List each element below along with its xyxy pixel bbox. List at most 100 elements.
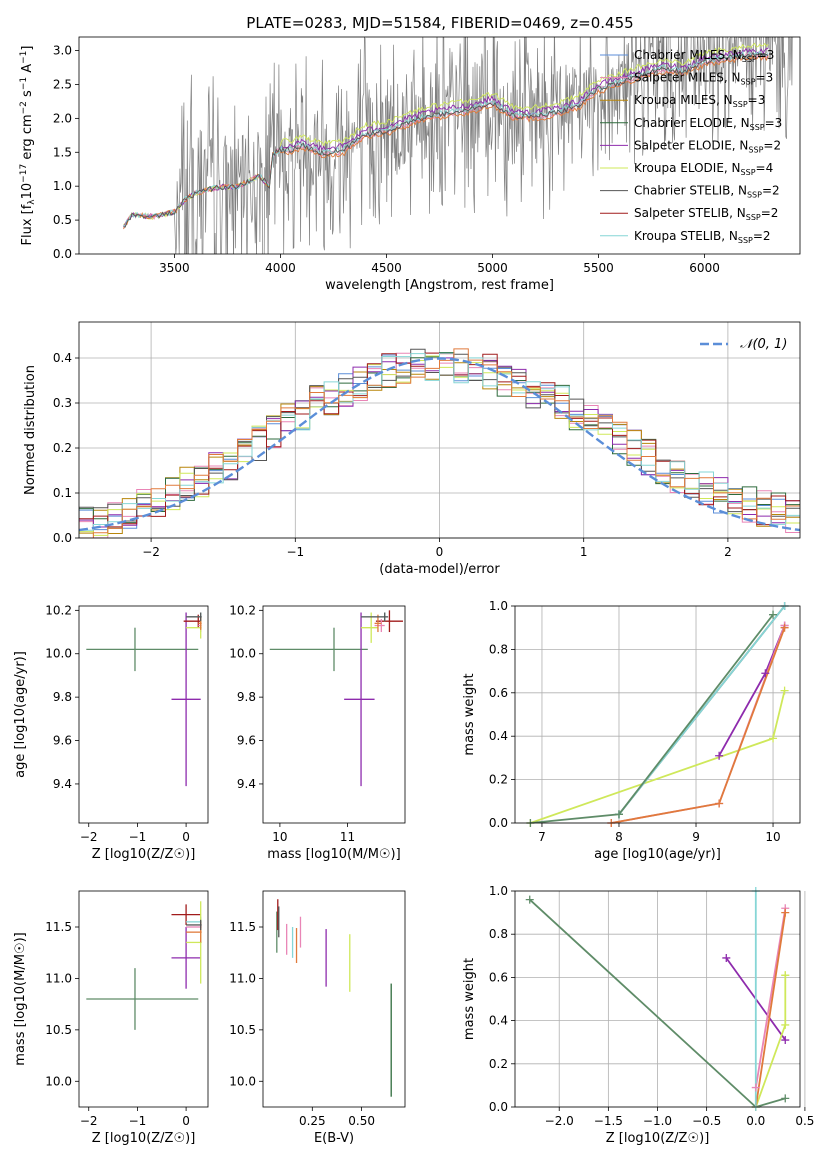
plus-marker: [781, 1094, 790, 1103]
y-tick-label: 10.0: [229, 1074, 256, 1088]
y-tick-label: 0.8: [489, 642, 508, 656]
y-tick-label: 9.8: [53, 690, 72, 704]
y-tick-label: 1.0: [489, 884, 508, 898]
y-tick-label: 0.1: [53, 486, 72, 500]
mass-weight-series-line: [754, 908, 787, 1088]
x-tick-label: 0: [182, 1114, 190, 1128]
y-tick-label: 10.0: [229, 647, 256, 661]
x-tick-label: 4500: [371, 261, 402, 275]
y-axis-label: age [log10(age/yr)]: [13, 651, 28, 778]
residual-histogram-line: [79, 348, 800, 538]
plus-marker: [781, 1020, 790, 1029]
axes-frame: [514, 890, 801, 1108]
y-tick-label: 0.0: [489, 1100, 508, 1114]
x-axis-label: age [log10(age/yr)]: [594, 847, 721, 862]
x-tick-label: 1: [580, 545, 588, 559]
legend-entry: Salpeter ELODIE, NSSP=2: [634, 138, 781, 154]
mass-weight-series-line: [611, 627, 786, 823]
axes-frame: [262, 890, 406, 1108]
y-tick-label: 0.8: [489, 927, 508, 941]
mass-vs-metallicity-panel: −2 −1 0 10.0 10.5 11.0 11.5 Z [log10(Z/Z☉)] mass…: [13, 890, 209, 1146]
legend-entry: Salpeter MILES, NSSP=3: [634, 71, 773, 87]
y-tick-label: 0.5: [53, 213, 72, 227]
y-tick-label: 0.4: [489, 729, 508, 743]
x-axis-label: Z [log10(Z/Z☉)]: [92, 847, 196, 862]
x-tick-label: 0.50: [348, 1114, 375, 1128]
legend-entry: Chabrier MILES, NSSP=3: [634, 48, 774, 64]
plus-marker: [781, 1036, 790, 1045]
y-tick-label: 11.0: [45, 971, 72, 985]
plus-marker: [751, 1083, 760, 1092]
y-tick-label: 11.0: [229, 971, 256, 985]
axes-frame: [78, 321, 801, 539]
x-tick-label: 4000: [265, 261, 296, 275]
y-tick-label: 1.0: [53, 179, 72, 193]
x-tick-label: 0: [436, 545, 444, 559]
x-tick-label: 7: [538, 830, 546, 844]
x-tick-label: 9: [692, 830, 700, 844]
x-tick-label: 0.5: [795, 1114, 814, 1128]
x-tick-label: 10: [272, 830, 287, 844]
y-tick-label: 0.6: [489, 686, 508, 700]
legend-entry: Salpeter STELIB, NSSP=2: [634, 206, 778, 222]
plus-marker: [780, 623, 789, 632]
y-axis-label: mass weight: [462, 673, 477, 755]
axes-frame: [514, 605, 801, 824]
plus-marker: [525, 895, 534, 904]
y-tick-label: 9.4: [237, 777, 256, 791]
y-tick-label: 10.5: [229, 1023, 256, 1037]
y-tick-label: 0.0: [489, 816, 508, 830]
y-tick-label: 1.0: [489, 599, 508, 613]
plus-marker: [769, 734, 778, 743]
plus-marker: [761, 669, 770, 678]
y-axis-label: mass [log10(M/M☉)]: [13, 932, 28, 1065]
mass-weight-series-line: [529, 898, 786, 1107]
y-tick-label: 10.2: [229, 603, 256, 617]
y-tick-label: 0.0: [53, 247, 72, 261]
x-tick-label: −2: [80, 830, 98, 844]
x-tick-label: 2: [724, 545, 732, 559]
x-tick-label: 5000: [477, 261, 508, 275]
y-tick-label: 1.5: [53, 145, 72, 159]
plus-marker: [781, 971, 790, 980]
mass-weight-series-line: [611, 625, 786, 823]
plus-marker: [614, 810, 623, 819]
axes-frame: [262, 605, 406, 824]
x-tick-label: −1: [286, 545, 304, 559]
y-tick-label: 0.2: [489, 773, 508, 787]
y-tick-label: 9.6: [237, 734, 256, 748]
figure-title: PLATE=0283, MJD=51584, FIBERID=0469, z=0…: [246, 14, 633, 32]
x-tick-label: −1: [129, 830, 147, 844]
y-tick-label: 10.0: [45, 1074, 72, 1088]
legend-entry: Kroupa STELIB, NSSP=2: [634, 229, 771, 245]
mass-weight-series-line: [754, 912, 787, 1107]
y-tick-label: 3.0: [53, 44, 72, 58]
x-tick-label: 0.25: [299, 1114, 326, 1128]
y-tick-label: 11.5: [45, 920, 72, 934]
legend-entry: 𝒩(0, 1): [740, 337, 787, 352]
x-tick-label: −0.5: [692, 1114, 721, 1128]
plus-marker: [722, 953, 731, 962]
legend-entry: Kroupa MILES, NSSP=3: [634, 93, 765, 109]
y-tick-label: 10.5: [45, 1023, 72, 1037]
massweight-vs-age-panel: 7 8 9 10 0.0 0.2 0.4 0.6 0.8 1.0 age [log10(age/yr…: [462, 599, 801, 862]
mass-weight-series-line: [530, 690, 786, 823]
x-axis-label: Z [log10(Z/Z☉)]: [606, 1131, 710, 1146]
spectrum-panel: 3500 4000 4500 5000 5500 6000 0.0 0.5 1.0 1.5 2.0 2…: [19, 36, 801, 293]
y-tick-label: 0.2: [53, 441, 72, 455]
plus-marker: [781, 908, 790, 917]
y-tick-label: 0.0: [53, 531, 72, 545]
age-vs-metallicity-panel: −2 −1 0 9.4 9.6 9.8 10.0 10.2 Z [log10(Z/Z☉)] age…: [13, 603, 209, 862]
plus-marker: [715, 751, 724, 760]
x-tick-label: −1.5: [594, 1114, 623, 1128]
y-tick-label: 0.4: [53, 351, 72, 365]
y-tick-label: 10.0: [45, 647, 72, 661]
x-tick-label: 0: [182, 830, 190, 844]
y-axis-label: mass weight: [462, 958, 477, 1040]
y-tick-label: 0.2: [489, 1057, 508, 1071]
mass-vs-ebv-panel: 0.25 0.50 10.0 10.5 11.0 11.5 E(B-V): [229, 890, 406, 1146]
y-axis-label: Normed distribution: [23, 365, 38, 495]
x-tick-label: 3500: [159, 261, 190, 275]
x-axis-label: E(B-V): [314, 1131, 354, 1146]
mass-weight-series-line: [530, 614, 774, 823]
